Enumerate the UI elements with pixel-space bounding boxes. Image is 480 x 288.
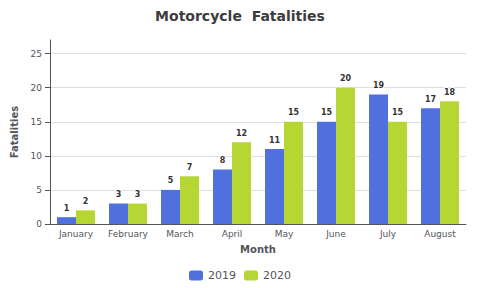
svg-text:5: 5 [168, 176, 174, 185]
svg-text:Fatalities: Fatalities [9, 106, 20, 158]
svg-text:0: 0 [36, 219, 42, 229]
svg-text:April: April [222, 229, 243, 239]
svg-text:1: 1 [64, 204, 70, 213]
svg-text:15: 15 [321, 108, 333, 117]
svg-text:2020: 2020 [263, 269, 291, 282]
svg-text:Motorcycle Fatalities: Motorcycle Fatalities [155, 8, 325, 24]
svg-text:19: 19 [373, 81, 385, 90]
svg-text:3: 3 [116, 190, 122, 199]
svg-text:18: 18 [444, 88, 456, 97]
svg-text:March: March [166, 229, 193, 239]
svg-text:August: August [424, 229, 456, 239]
svg-text:10: 10 [31, 151, 43, 161]
svg-text:15: 15 [392, 108, 404, 117]
svg-text:8: 8 [220, 156, 226, 165]
svg-text:July: July [379, 229, 397, 239]
svg-text:15: 15 [288, 108, 300, 117]
svg-text:5: 5 [36, 185, 42, 195]
svg-text:25: 25 [31, 49, 42, 59]
svg-text:2: 2 [83, 197, 89, 206]
svg-text:February: February [108, 229, 149, 239]
svg-text:12: 12 [236, 129, 247, 138]
svg-text:May: May [275, 229, 294, 239]
svg-text:2019: 2019 [208, 269, 236, 282]
svg-text:15: 15 [31, 117, 42, 127]
svg-text:11: 11 [269, 136, 281, 145]
svg-text:3: 3 [135, 190, 141, 199]
svg-text:January: January [58, 229, 94, 239]
svg-text:17: 17 [425, 95, 436, 104]
svg-text:June: June [325, 229, 346, 239]
svg-text:7: 7 [187, 163, 193, 172]
svg-text:Month: Month [240, 244, 276, 255]
svg-text:20: 20 [340, 74, 352, 83]
svg-text:20: 20 [31, 83, 43, 93]
